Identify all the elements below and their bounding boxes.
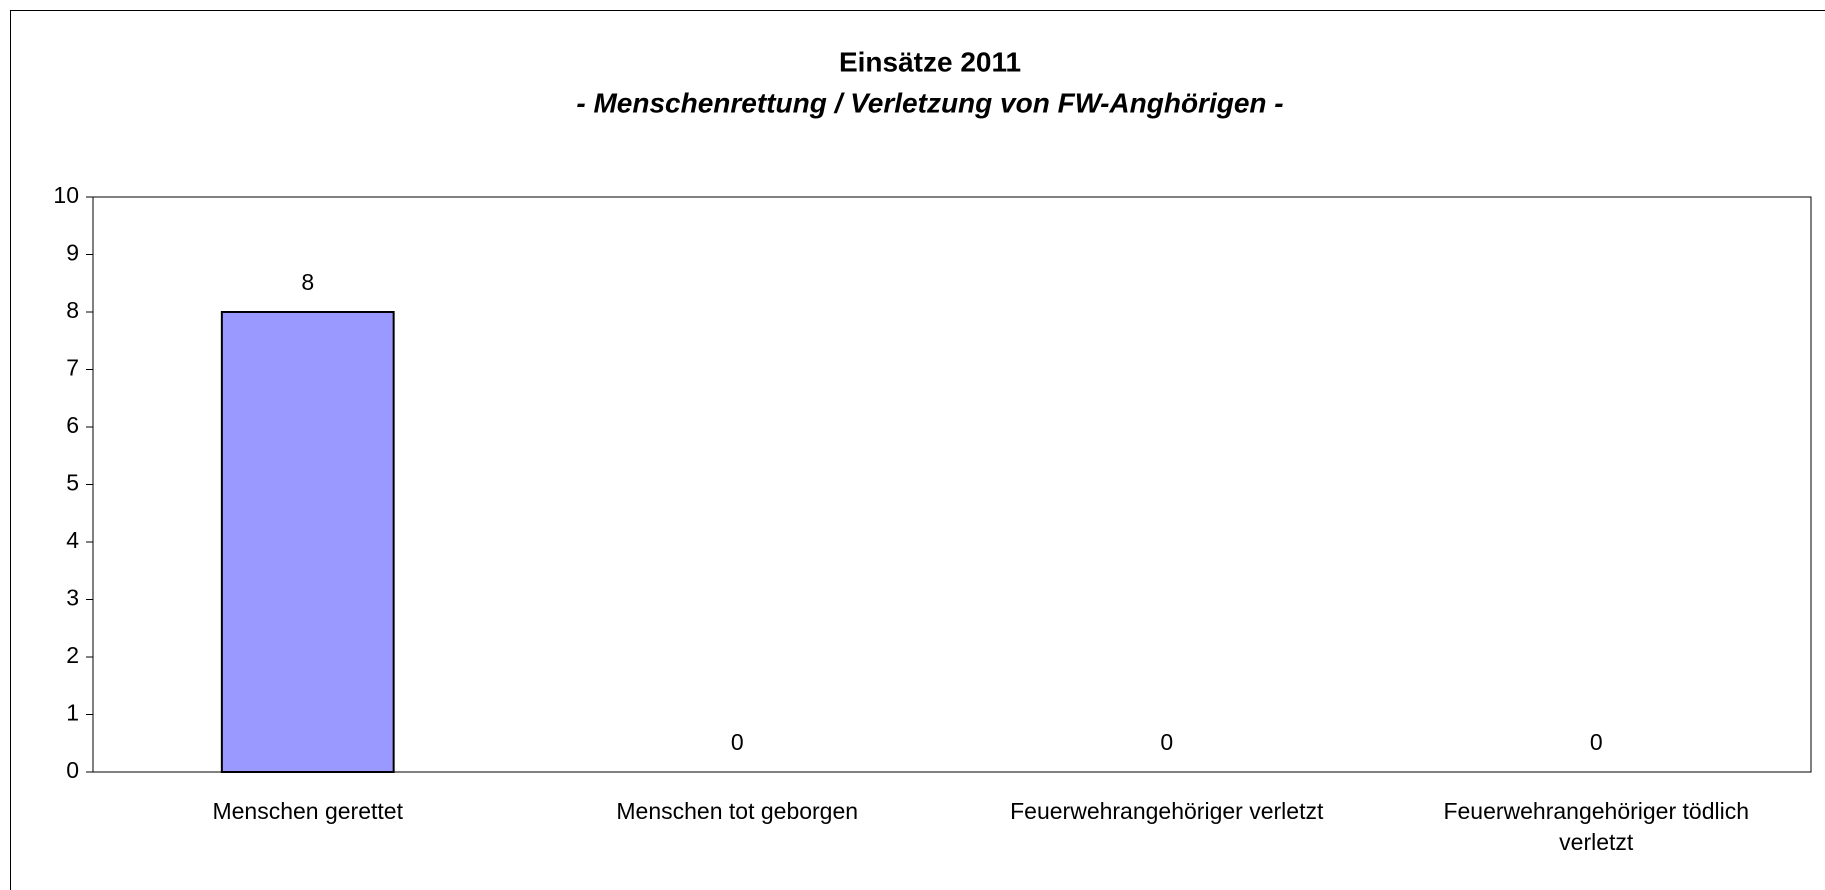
y-tick-label: 7 <box>66 355 79 381</box>
y-tick-label: 4 <box>66 527 79 553</box>
y-tick-label: 3 <box>66 585 79 611</box>
chart-border <box>10 10 1825 890</box>
y-tick-label: 5 <box>66 470 79 496</box>
x-tick-label: Feuerwehrangehöriger verletzt <box>1010 798 1324 824</box>
chart-subtitle: - Menschenrettung / Verletzung von FW-An… <box>576 87 1283 118</box>
x-tick-label: Feuerwehrangehöriger tödlich verletzt <box>1443 798 1750 855</box>
y-tick-label: 1 <box>66 700 79 726</box>
bar <box>220 311 395 773</box>
value-label: 8 <box>301 269 314 295</box>
y-tick-label: 10 <box>53 182 79 208</box>
y-tick-label: 6 <box>66 412 79 438</box>
value-label: 0 <box>1160 729 1173 755</box>
y-tick-label: 8 <box>66 297 79 323</box>
y-tick-label: 2 <box>66 642 79 668</box>
x-tick-label: Menschen tot geborgen <box>616 798 859 824</box>
y-tick-label: 0 <box>66 757 79 783</box>
y-tick-label: 9 <box>66 240 79 266</box>
value-label: 0 <box>731 729 744 755</box>
x-tick-label: Menschen gerettet <box>212 798 403 824</box>
value-label: 0 <box>1590 729 1603 755</box>
chart-title: Einsätze 2011 <box>839 46 1021 77</box>
